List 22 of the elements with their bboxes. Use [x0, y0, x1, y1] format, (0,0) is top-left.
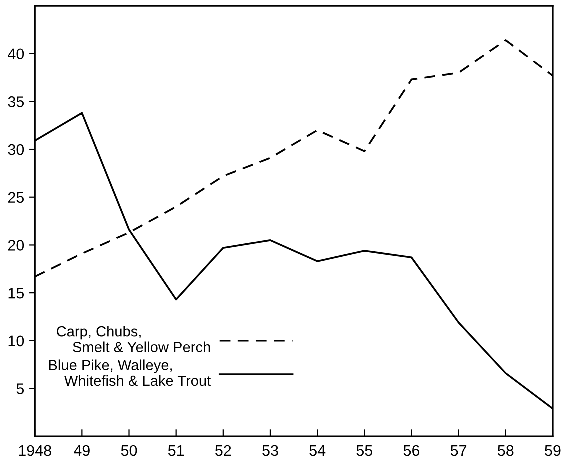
x-tick-label: 1948: [19, 445, 52, 456]
x-tick-label: 52: [216, 445, 232, 456]
x-tick-label: 57: [450, 445, 467, 456]
y-tick-label: 15: [8, 288, 24, 299]
legend-label: Carp, Chubs, Smelt & Yellow Perch: [57, 326, 210, 352]
legend-label: Blue Pike, Walleye, Whitefish & Lake Trout: [49, 360, 212, 386]
x-tick-label: 56: [404, 445, 420, 456]
x-tick-label: 55: [356, 445, 373, 456]
y-tick-label: 30: [8, 144, 24, 156]
y-tick-label: 20: [8, 240, 24, 251]
y-tick-label: 5: [16, 384, 24, 394]
x-tick-label: 54: [310, 445, 326, 456]
x-tick-label: 59: [545, 445, 561, 456]
x-tick-label: 58: [498, 445, 514, 456]
x-tick-label: 50: [121, 445, 138, 456]
x-tick-label: 49: [74, 445, 90, 456]
y-tick-label: 40: [8, 48, 24, 60]
x-tick-label: 53: [262, 445, 278, 456]
x-tick-label: 51: [168, 445, 184, 456]
y-tick-label: 10: [8, 336, 24, 347]
y-tick-label: 25: [8, 192, 24, 204]
y-tick-label: 35: [8, 96, 24, 108]
